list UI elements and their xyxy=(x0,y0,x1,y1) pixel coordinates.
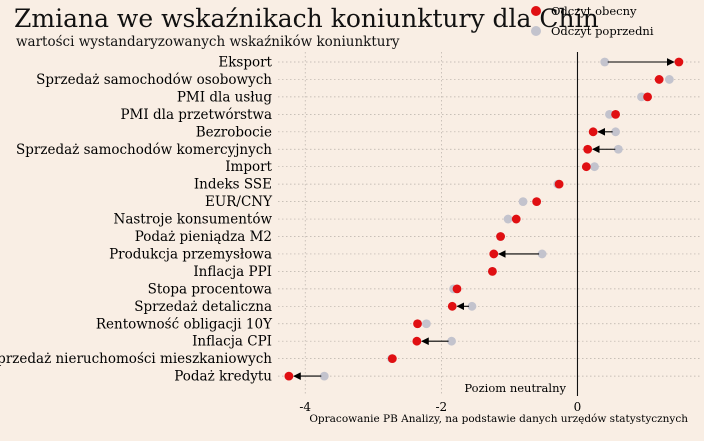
category-label: Inflacja CPI xyxy=(192,334,272,350)
chart-row: Podaż kredytu xyxy=(174,369,700,385)
current-reading-dot xyxy=(532,197,542,207)
previous-reading-dot xyxy=(319,371,329,381)
x-axis-ticks: -4 -2 0 xyxy=(299,400,581,414)
legend-previous-label: Odczyt poprzedni xyxy=(551,24,654,38)
grid xyxy=(304,52,442,396)
chart-row: Produkcja przemysłowa xyxy=(109,246,700,262)
category-label: Indeks SSE xyxy=(194,177,272,193)
chart-row: Inflacja PPI xyxy=(193,264,700,280)
chart-row: PMI dla usług xyxy=(177,89,700,105)
current-reading-dot xyxy=(447,301,457,311)
previous-reading-dot xyxy=(503,214,513,224)
category-label: Inflacja PPI xyxy=(193,264,272,280)
current-reading-dot xyxy=(554,179,564,189)
chart-row: Eksport xyxy=(218,55,700,71)
current-reading-dot xyxy=(643,92,652,102)
previous-reading-dot xyxy=(613,144,623,154)
current-reading-dot xyxy=(588,127,598,137)
chart-row: Import xyxy=(225,159,700,175)
previous-reading-dot xyxy=(537,249,547,259)
previous-reading-dot xyxy=(518,197,528,207)
chart-row: Sprzedaż nieruchomości mieszkaniowych xyxy=(0,351,700,367)
source-note: Opracowanie PB Analizy, na podstawie dan… xyxy=(309,413,688,425)
category-label: Sprzedaż samochodów komercyjnych xyxy=(16,142,272,158)
current-reading-dot xyxy=(412,336,422,346)
current-reading-dot xyxy=(611,109,620,119)
category-label: Sprzedaż nieruchomości mieszkaniowych xyxy=(0,351,272,367)
previous-reading-dot xyxy=(600,57,610,67)
category-label: Nastroje konsumentów xyxy=(114,212,273,228)
x-tick-label: 0 xyxy=(574,400,582,414)
chart-row: Indeks SSE xyxy=(194,177,700,193)
category-label: PMI dla przetwórstwa xyxy=(120,107,272,123)
chart-row: Sprzedaż samochodów komercyjnych xyxy=(16,142,700,158)
category-label: Stopa procentowa xyxy=(148,281,272,297)
chart-subtitle: wartości wystandaryzowanych wskaźników k… xyxy=(16,34,400,50)
previous-reading-dot xyxy=(637,92,646,102)
category-label: Rentowność obligacji 10Y xyxy=(96,316,273,332)
chart-title: Zmiana we wskaźnikach koniunktury dla Ch… xyxy=(14,4,599,33)
previous-reading-dot xyxy=(664,75,674,84)
previous-reading-dot xyxy=(421,319,431,329)
legend: Odczyt obecny Odczyt poprzedni xyxy=(531,4,654,38)
current-reading-dot xyxy=(284,371,294,381)
current-reading-dot xyxy=(452,284,462,294)
category-label: EUR/CNY xyxy=(205,194,273,210)
category-label: Produkcja przemysłowa xyxy=(109,246,272,262)
current-reading-dot xyxy=(581,162,591,172)
category-label: Import xyxy=(225,159,272,175)
neutral-level-label: Poziom neutralny xyxy=(464,381,566,395)
chart-row: PMI dla przetwórstwa xyxy=(120,107,700,123)
previous-reading-dot xyxy=(467,301,477,311)
current-reading-dot xyxy=(511,214,521,224)
legend-previous-marker xyxy=(531,26,541,36)
current-reading-dot xyxy=(674,57,684,67)
current-reading-dot xyxy=(489,249,499,259)
current-reading-dot xyxy=(413,319,422,329)
x-tick-label: -4 xyxy=(299,400,311,414)
previous-reading-dot xyxy=(605,109,614,119)
legend-current-label: Odczyt obecny xyxy=(551,4,637,18)
x-tick-label: -2 xyxy=(436,400,448,414)
category-label: Sprzedaż detaliczna xyxy=(134,299,272,315)
category-label: Bezrobocie xyxy=(196,124,272,140)
chart-row: Nastroje konsumentów xyxy=(114,212,700,228)
chart-row: Sprzedaż samochodów osobowych xyxy=(36,72,700,88)
chart-row: Rentowność obligacji 10Y xyxy=(96,316,700,332)
chart-row: Bezrobocie xyxy=(196,124,700,140)
category-label: Eksport xyxy=(218,55,272,71)
current-reading-dot xyxy=(496,232,505,241)
chart-row: Inflacja CPI xyxy=(192,334,700,350)
category-label: PMI dla usług xyxy=(177,89,273,105)
category-label: Podaż pieniądza M2 xyxy=(135,229,272,245)
current-reading-dot xyxy=(488,267,497,276)
chart-row: EUR/CNY xyxy=(205,194,700,210)
previous-reading-dot xyxy=(611,127,620,137)
chart-row: Stopa procentowa xyxy=(148,281,700,297)
category-label: Sprzedaż samochodów osobowych xyxy=(36,72,272,88)
current-reading-dot xyxy=(387,354,397,364)
current-reading-dot xyxy=(583,144,593,154)
legend-current-marker xyxy=(531,6,541,16)
previous-reading-dot xyxy=(590,162,599,172)
category-label: Podaż kredytu xyxy=(174,369,272,385)
chart-row: Podaż pieniądza M2 xyxy=(135,229,700,245)
current-reading-dot xyxy=(654,75,664,84)
chart-row: Sprzedaż detaliczna xyxy=(134,299,700,315)
previous-reading-dot xyxy=(447,336,456,346)
